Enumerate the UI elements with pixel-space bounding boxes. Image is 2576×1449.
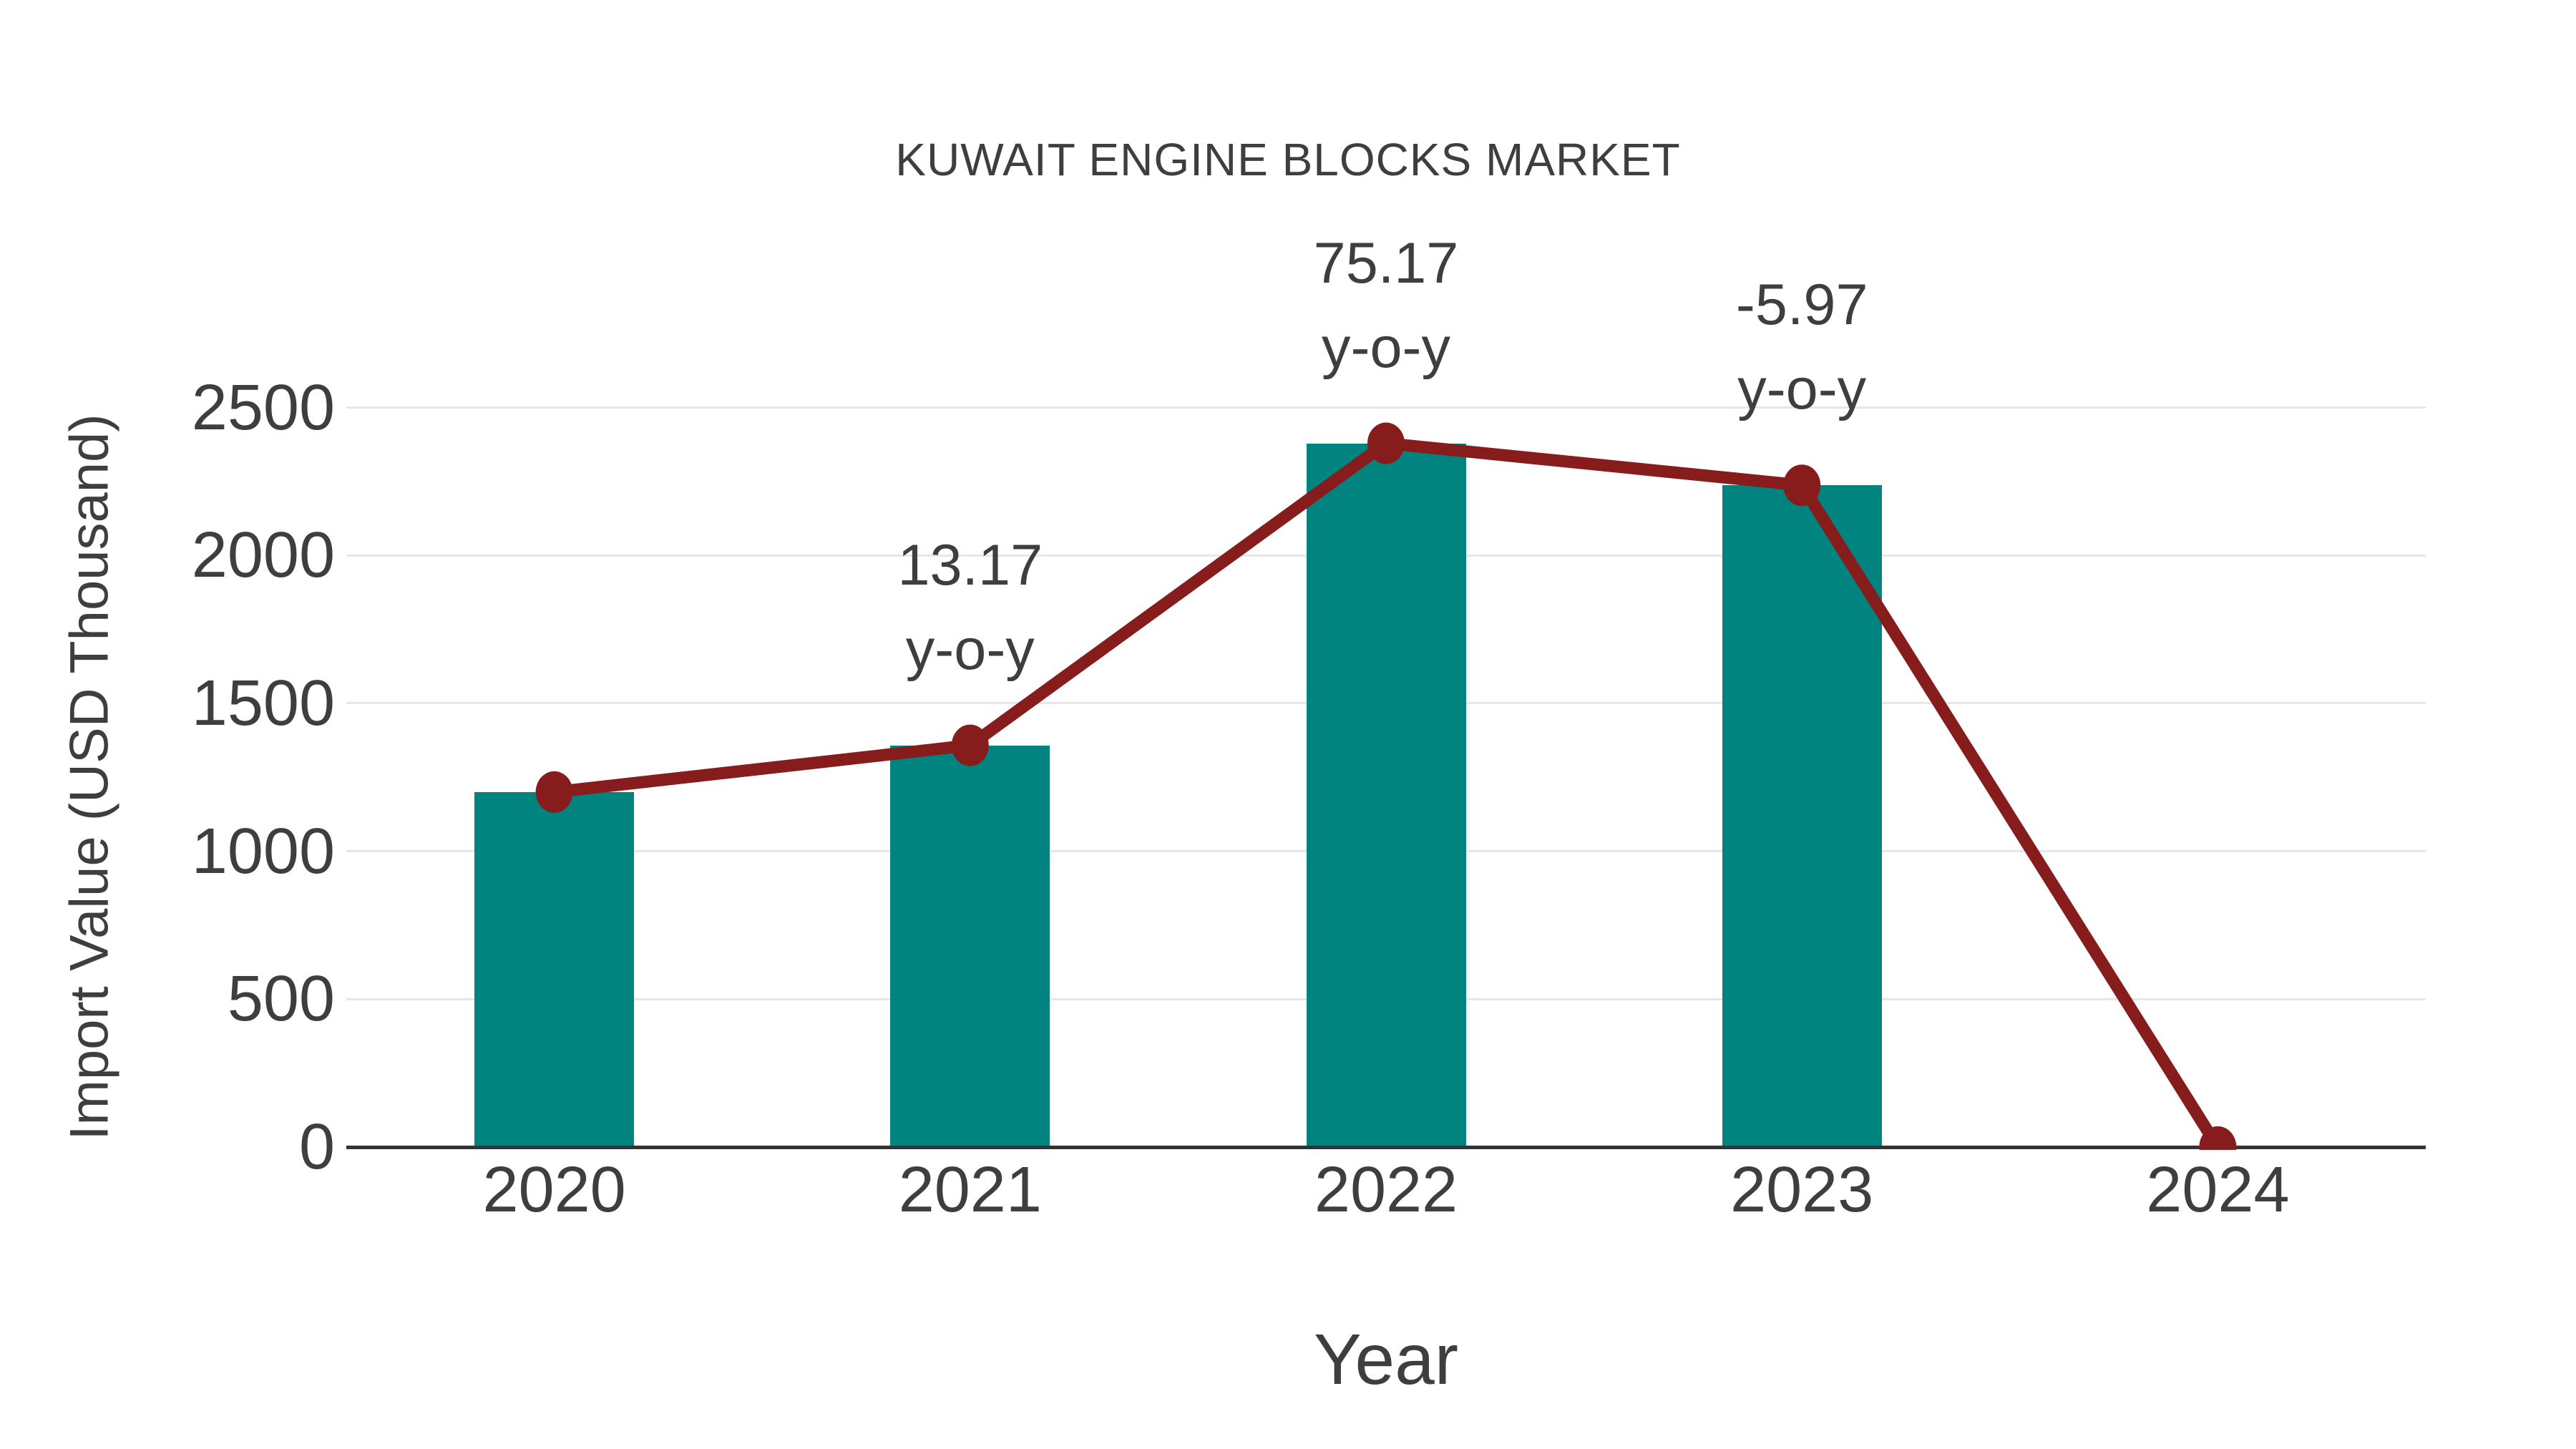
y-tick-label-2500: 2500 — [191, 371, 335, 444]
x-axis-label: Year — [1313, 1319, 1459, 1400]
x-tick-label-2023: 2023 — [1730, 1154, 1874, 1226]
annotation-2022-line1: 75.17 — [1313, 230, 1459, 296]
x-tick-label-2022: 2022 — [1314, 1154, 1458, 1226]
y-tick-label-0: 0 — [298, 1111, 335, 1183]
chart-title: KUWAIT ENGINE BLOCKS MARKET — [895, 134, 1681, 185]
x-axis-line — [346, 1146, 2426, 1149]
x-tick-label-2021: 2021 — [898, 1154, 1042, 1226]
annotation-2021-line1: 13.17 — [897, 532, 1043, 597]
y-tick-label-2000: 2000 — [191, 519, 335, 592]
data-point-2024 — [2199, 1126, 2237, 1150]
y-tick-label-1500: 1500 — [191, 667, 335, 739]
annotation-2022-line2: y-o-y — [1322, 315, 1450, 380]
annotation-2023-line1: -5.97 — [1735, 273, 1868, 338]
bar-2023 — [1722, 485, 1882, 1147]
annotation-2023-line2: y-o-y — [1737, 357, 1867, 422]
annotation-2021: 13.17 y-o-y — [741, 523, 1199, 692]
bar-2022 — [1306, 443, 1466, 1147]
x-tick-label-2020: 2020 — [482, 1154, 626, 1226]
data-point-2022 — [1367, 422, 1405, 464]
data-point-2021 — [951, 724, 989, 766]
y-tick-label-500: 500 — [227, 963, 335, 1035]
x-tick-label-2024: 2024 — [2146, 1154, 2290, 1226]
annotation-2022: 75.17 y-o-y — [1157, 221, 1615, 390]
bar-2021 — [890, 745, 1050, 1147]
gridline-2500 — [346, 406, 2426, 409]
annotation-2021-line2: y-o-y — [905, 617, 1035, 682]
bar-2020 — [474, 791, 635, 1147]
data-point-2023 — [1783, 464, 1821, 507]
trend-line-layer — [535, 422, 2237, 1150]
annotation-2023: -5.97 y-o-y — [1573, 263, 2031, 431]
data-point-2020 — [535, 771, 573, 813]
y-tick-label-1000: 1000 — [191, 815, 335, 887]
